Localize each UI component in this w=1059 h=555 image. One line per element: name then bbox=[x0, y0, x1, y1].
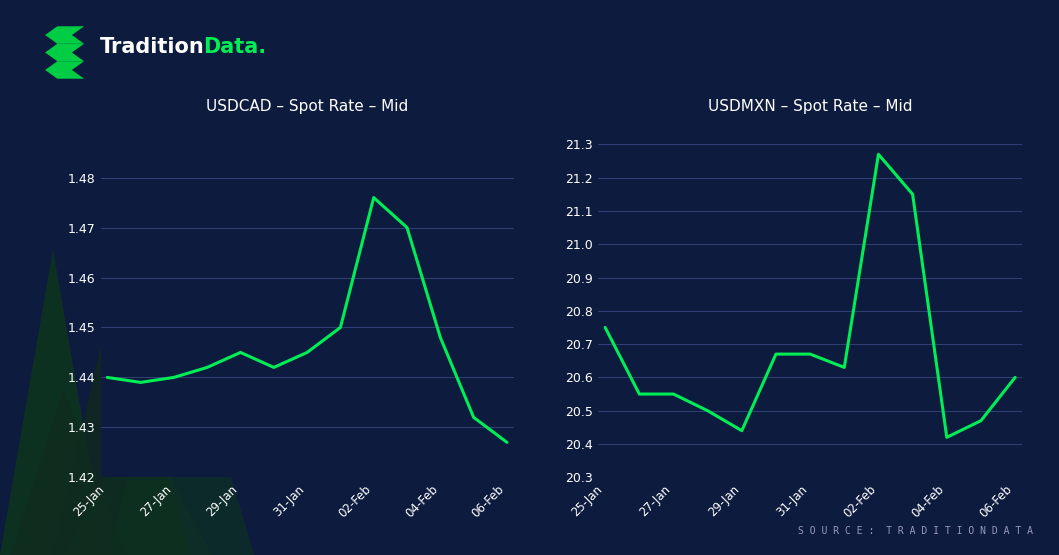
Title: USDCAD – Spot Rate – Mid: USDCAD – Spot Rate – Mid bbox=[207, 99, 408, 114]
Text: Data.: Data. bbox=[203, 37, 267, 57]
Text: Tradition: Tradition bbox=[100, 37, 204, 57]
Polygon shape bbox=[53, 278, 191, 555]
Polygon shape bbox=[106, 305, 254, 555]
Polygon shape bbox=[46, 26, 84, 44]
Text: S O U R C E :  T R A D I T I O N D A T A: S O U R C E : T R A D I T I O N D A T A bbox=[797, 526, 1033, 536]
Polygon shape bbox=[46, 44, 84, 61]
Polygon shape bbox=[46, 61, 84, 79]
Polygon shape bbox=[11, 388, 127, 555]
Polygon shape bbox=[64, 416, 212, 555]
Title: USDMXN – Spot Rate – Mid: USDMXN – Spot Rate – Mid bbox=[707, 99, 913, 114]
Polygon shape bbox=[0, 250, 106, 555]
